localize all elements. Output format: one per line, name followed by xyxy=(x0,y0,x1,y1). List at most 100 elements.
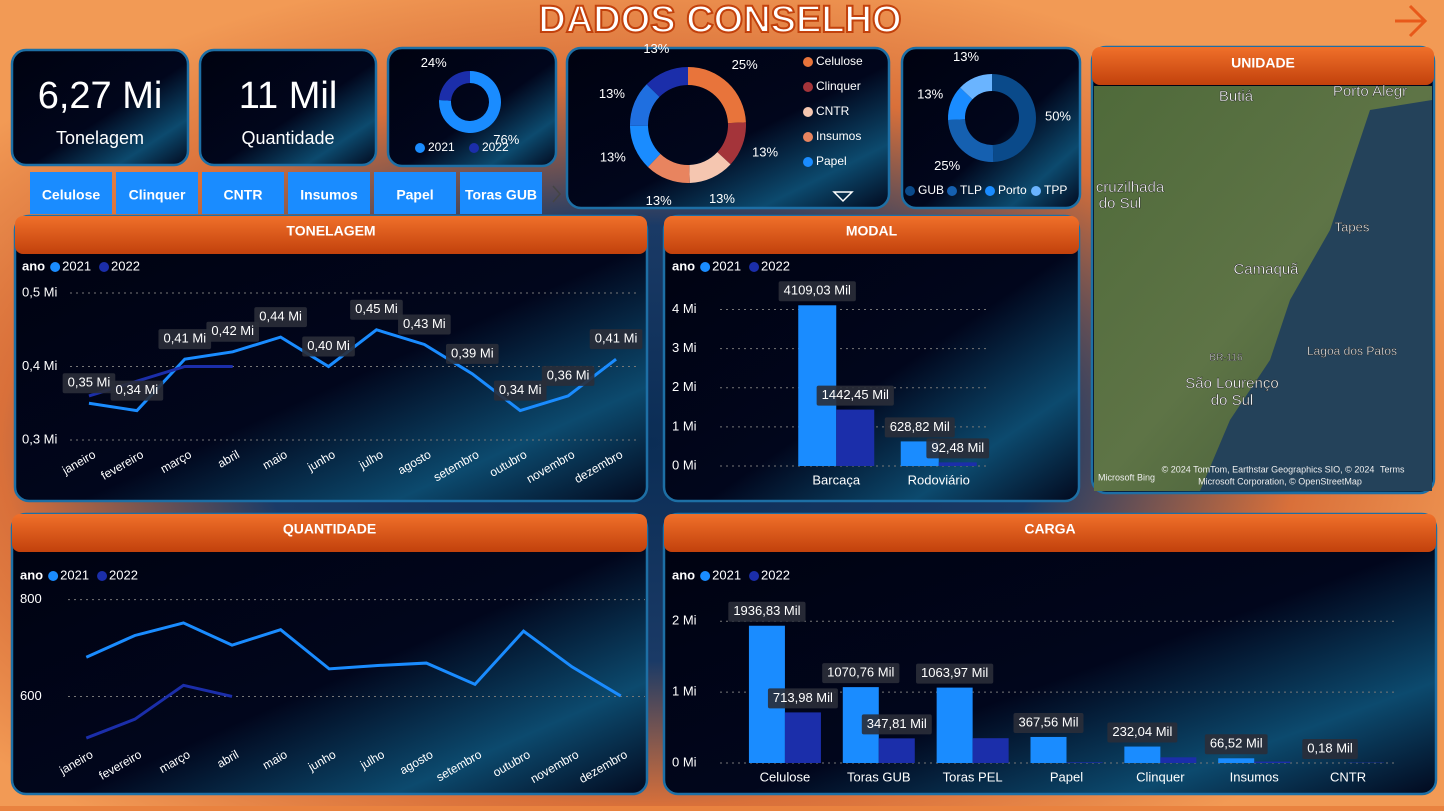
legend-label: Insumos xyxy=(816,129,861,143)
y-tick-label: 0,5 Mi xyxy=(22,284,58,299)
data-label: 367,56 Mil xyxy=(1019,714,1079,729)
data-label: 4109,03 Mil xyxy=(784,283,851,298)
map-label: Camaquã xyxy=(1233,261,1299,278)
panel-title: QUANTIDADE xyxy=(283,521,376,537)
x-tick-label: Clinquer xyxy=(1136,769,1185,784)
filter-button-label: Insumos xyxy=(300,187,358,203)
legend-marker xyxy=(749,262,759,272)
data-label: 66,52 Mil xyxy=(1210,736,1263,751)
legend-marker xyxy=(985,186,995,196)
bar xyxy=(1160,757,1196,763)
y-tick-label: 3 Mi xyxy=(672,340,697,355)
map-label: Lagoa dos Patos xyxy=(1307,344,1397,358)
legend-label: 2021 xyxy=(712,258,741,273)
legend-label: Clinquer xyxy=(816,79,861,93)
legend-marker xyxy=(50,262,60,272)
data-label: 628,82 Mil xyxy=(890,419,950,434)
x-tick-label: Papel xyxy=(1050,769,1083,784)
panel-title: MODAL xyxy=(846,223,898,239)
slice-label: 13% xyxy=(643,41,669,56)
data-label: 347,81 Mil xyxy=(867,716,927,731)
bar xyxy=(836,410,874,466)
y-tick-label: 1 Mi xyxy=(672,418,697,433)
slice-label: 13% xyxy=(600,149,626,164)
data-label: 1936,83 Mil xyxy=(733,603,800,618)
panel-title: TONELAGEM xyxy=(286,223,375,239)
slice-label: 13% xyxy=(752,145,778,160)
y-tick-label: 0 Mi xyxy=(672,754,697,769)
data-label: 713,98 Mil xyxy=(773,690,833,705)
data-label: 0,39 Mi xyxy=(451,345,494,360)
x-tick-label: Barcaça xyxy=(812,472,860,487)
x-tick-label: CNTR xyxy=(1330,769,1366,784)
slice-label: 13% xyxy=(709,191,735,206)
legend-marker xyxy=(803,107,813,117)
slice-label: 50% xyxy=(1045,108,1071,123)
legend-marker xyxy=(905,186,915,196)
y-tick-label: 0,3 Mi xyxy=(22,431,58,446)
data-label: 0,18 Mil xyxy=(1307,740,1353,755)
data-label: 0,44 Mi xyxy=(259,309,302,324)
legend-marker xyxy=(99,262,109,272)
data-label: 0,35 Mi xyxy=(68,375,111,390)
y-tick-label: 4 Mi xyxy=(672,301,697,316)
legend-title: ano xyxy=(672,258,695,273)
legend-label: GUB xyxy=(918,183,944,197)
filter-button-label: CNTR xyxy=(224,187,263,203)
x-tick-label: Toras GUB xyxy=(847,769,911,784)
map-label: cruzilhada xyxy=(1096,179,1165,196)
bar xyxy=(1067,762,1103,763)
map-attribution: Microsoft Corporation, © OpenStreetMap xyxy=(1198,476,1362,486)
legend-marker xyxy=(749,571,759,581)
kpi-label: Tonelagem xyxy=(56,128,144,148)
legend-marker xyxy=(803,132,813,142)
data-label: 0,34 Mi xyxy=(499,382,542,397)
map-label: do Sul xyxy=(1099,195,1142,212)
data-label: 0,41 Mi xyxy=(163,331,206,346)
legend-label: 2022 xyxy=(109,567,138,582)
map-attribution: Microsoft Bing xyxy=(1098,472,1155,482)
x-tick-label: Insumos xyxy=(1230,769,1280,784)
bar xyxy=(1031,737,1067,763)
filter-button-label: Papel xyxy=(396,187,433,203)
map-label: Butiá xyxy=(1219,88,1254,105)
legend-label: 2021 xyxy=(60,567,89,582)
legend-label: 2021 xyxy=(62,258,91,273)
legend-marker xyxy=(803,57,813,67)
bar xyxy=(1218,758,1254,763)
data-label: 92,48 Mil xyxy=(931,440,984,455)
data-label: 0,36 Mi xyxy=(547,367,590,382)
data-label: 1063,97 Mil xyxy=(921,665,988,680)
map-label: Tapes xyxy=(1335,219,1370,234)
legend-title: ano xyxy=(20,567,43,582)
data-label: 1070,76 Mil xyxy=(827,665,894,680)
legend-marker xyxy=(803,82,813,92)
data-label: 0,43 Mi xyxy=(403,316,446,331)
slice-label: 24% xyxy=(421,55,447,70)
data-label: 0,40 Mi xyxy=(307,338,350,353)
map-label: do Sul xyxy=(1211,392,1254,409)
bar xyxy=(937,688,973,763)
map-label: BR-116 xyxy=(1209,353,1243,364)
data-label: 1442,45 Mil xyxy=(822,387,889,402)
legend-label: 2022 xyxy=(761,258,790,273)
legend-marker xyxy=(48,571,58,581)
legend-marker xyxy=(947,186,957,196)
bar xyxy=(939,462,977,466)
page-title: DADOS CONSELHO xyxy=(538,0,901,41)
legend-label: CNTR xyxy=(816,104,850,118)
kpi-label: Quantidade xyxy=(241,128,334,148)
legend-label: Porto xyxy=(998,183,1027,197)
data-label: 232,04 Mil xyxy=(1112,724,1172,739)
y-tick-label: 800 xyxy=(20,591,42,606)
map-label: Porto Alegr xyxy=(1333,83,1407,100)
bar xyxy=(973,738,1009,763)
slice-label: 13% xyxy=(646,193,672,208)
legend-label: Celulose xyxy=(816,54,863,68)
panel-title: UNIDADE xyxy=(1231,55,1295,71)
data-label: 0,45 Mi xyxy=(355,301,398,316)
legend-title: ano xyxy=(22,258,45,273)
